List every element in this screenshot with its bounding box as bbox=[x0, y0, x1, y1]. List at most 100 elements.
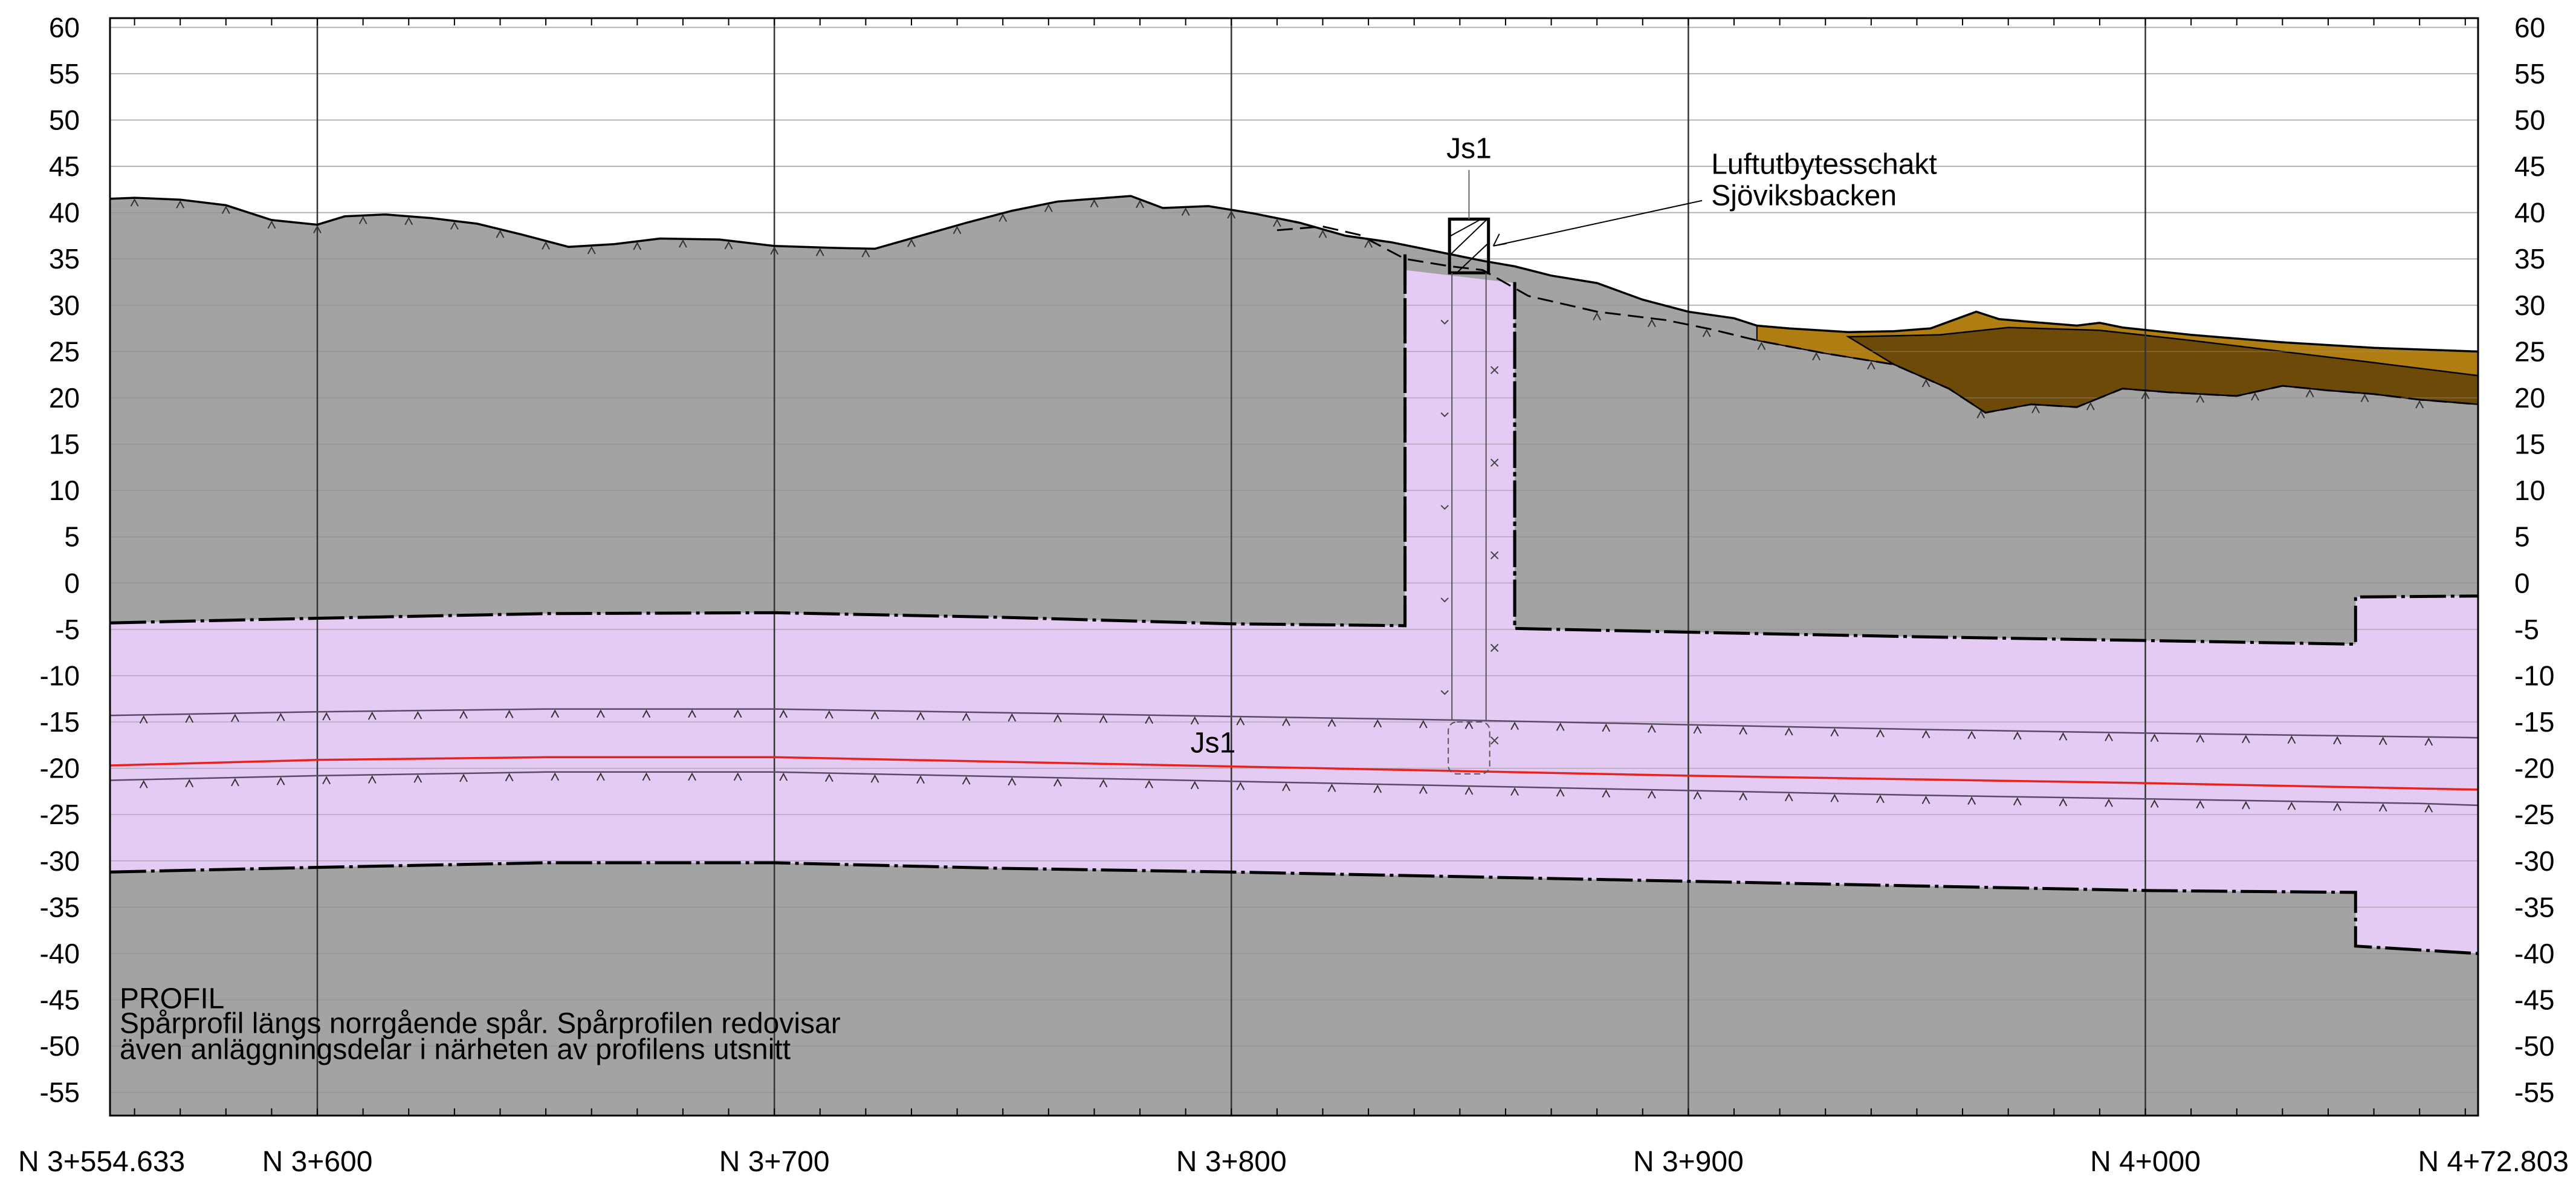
hatch-mark bbox=[1784, 793, 1793, 802]
hatch-mark bbox=[1099, 715, 1108, 723]
elevation-tick-label: 20 bbox=[2514, 382, 2545, 414]
elevation-tick-label: 5 bbox=[2514, 521, 2530, 553]
hatch-mark bbox=[1556, 788, 1565, 797]
axis-tick-marks bbox=[134, 18, 2466, 1116]
hatch-mark bbox=[953, 226, 962, 235]
hatch-mark bbox=[1273, 218, 1281, 227]
elevation-gridlines-overlay bbox=[110, 27, 2478, 1093]
hatch-mark bbox=[130, 198, 139, 207]
note-line2: även anläggningsdelar i närheten av prof… bbox=[120, 1034, 791, 1066]
elevation-tick-label: 40 bbox=[2514, 197, 2545, 229]
elevation-tick-label: 0 bbox=[2514, 567, 2530, 599]
hatch-mark bbox=[2241, 735, 2250, 744]
chainage-label: N 3+700 bbox=[719, 1146, 830, 1178]
hatch-mark bbox=[551, 772, 560, 781]
hatch-mark bbox=[1739, 726, 1748, 735]
hatch-mark bbox=[413, 774, 422, 783]
hatch-mark bbox=[2287, 735, 2296, 744]
hatch-mark bbox=[185, 779, 194, 788]
hatch-mark bbox=[459, 773, 468, 782]
track-centerline bbox=[109, 756, 2479, 791]
hatch-mark bbox=[1327, 718, 1336, 727]
hatch-mark bbox=[1227, 210, 1236, 219]
hatch-mark bbox=[1464, 786, 1474, 795]
hatch-mark bbox=[313, 225, 322, 234]
elevation-labels-left: 605550454035302520151050-5-10-15-20-25-3… bbox=[40, 11, 80, 1108]
hatch-mark bbox=[2424, 737, 2433, 746]
hatch-mark bbox=[679, 239, 687, 248]
hatch-mark bbox=[276, 712, 285, 721]
chainage-label: N 3+600 bbox=[262, 1146, 373, 1178]
elevation-tick-label: -50 bbox=[40, 1030, 80, 1062]
hatch-mark bbox=[1876, 795, 1885, 804]
elevation-tick-label: 45 bbox=[49, 151, 80, 182]
hatch-mark bbox=[1008, 777, 1017, 786]
hatch-mark bbox=[1440, 690, 1449, 695]
hatch-mark bbox=[2141, 391, 2150, 400]
hatch-mark bbox=[770, 246, 779, 255]
hatch-mark bbox=[358, 216, 367, 224]
hatch-mark bbox=[596, 709, 605, 718]
hatch-mark bbox=[231, 713, 239, 723]
hatch-mark bbox=[1693, 791, 1702, 800]
elevation-tick-label: 50 bbox=[2514, 104, 2545, 135]
chainage-label-start: N 3+554.633 bbox=[18, 1146, 185, 1178]
elevation-tick-label: -20 bbox=[2514, 753, 2554, 784]
hatch-mark bbox=[733, 709, 742, 718]
tunnel-body bbox=[109, 270, 2478, 954]
chainage-label: N 3+800 bbox=[1176, 1146, 1287, 1178]
tunnel-floor-line bbox=[109, 861, 2479, 955]
hatch-mark bbox=[2241, 801, 2250, 810]
hatch-mark bbox=[1648, 319, 1656, 328]
hatch-mark bbox=[2287, 801, 2296, 810]
chainage-gridlines bbox=[316, 18, 2146, 1116]
hatch-mark bbox=[1648, 790, 1656, 799]
elevation-tick-label: -45 bbox=[40, 984, 80, 1016]
elevation-tick-label: -30 bbox=[2514, 845, 2554, 877]
hatch-mark bbox=[916, 775, 925, 784]
hatch-mark bbox=[733, 772, 742, 781]
hatch-mark bbox=[2105, 798, 2113, 807]
hatch-mark bbox=[1318, 229, 1327, 238]
hatch-mark bbox=[2013, 797, 2022, 806]
elevation-tick-label: -40 bbox=[40, 938, 80, 969]
hatch-mark bbox=[1510, 721, 1519, 730]
elevation-tick-label: -5 bbox=[2514, 614, 2539, 645]
hatch-mark bbox=[870, 774, 879, 783]
hatch-mark bbox=[1702, 328, 1711, 337]
hatch-mark bbox=[1693, 725, 1702, 734]
hatch-mark bbox=[1876, 729, 1885, 738]
hatch-mark bbox=[496, 229, 505, 238]
hatch-mark bbox=[2424, 804, 2433, 813]
hatch-mark bbox=[1812, 352, 1820, 361]
hatch-mark bbox=[1419, 785, 1428, 794]
hatch-mark bbox=[1976, 410, 1985, 418]
elevation-tick-label: 50 bbox=[49, 104, 80, 135]
hatch-mark bbox=[642, 709, 651, 718]
hatch-marks bbox=[130, 198, 2433, 813]
chainage-labels: N 3+554.633 N 3+600 N 3+700 N 3+800 N 3+900 N… bbox=[18, 1146, 2569, 1178]
hatch-mark bbox=[1440, 505, 1449, 510]
hatch-mark bbox=[221, 206, 230, 214]
hatch-mark bbox=[1967, 730, 1976, 739]
ventilation-shaft bbox=[1403, 170, 1516, 775]
hatch-mark bbox=[1090, 199, 1099, 208]
elevation-tick-label: 15 bbox=[49, 429, 80, 460]
hatch-mark bbox=[688, 709, 696, 718]
hatch-mark bbox=[139, 715, 148, 724]
hatch-mark bbox=[1866, 361, 1875, 370]
elevation-tick-label: 40 bbox=[49, 197, 80, 229]
facility-name-line1: Luftutbytesschakt bbox=[1711, 148, 1937, 180]
elevation-tick-label: 60 bbox=[49, 11, 80, 43]
hatch-mark bbox=[459, 710, 468, 719]
shaft-walls bbox=[1451, 273, 1487, 720]
hatch-mark bbox=[1145, 780, 1154, 788]
elevation-labels-right: 605550454035302520151050-5-10-15-20-25-3… bbox=[2514, 11, 2554, 1108]
hatch-mark bbox=[1282, 718, 1290, 726]
hatch-mark bbox=[1181, 207, 1190, 216]
hatch-mark bbox=[916, 712, 925, 721]
hatch-mark bbox=[2196, 394, 2205, 403]
hatch-mark bbox=[2333, 736, 2341, 745]
hatch-mark bbox=[2305, 389, 2314, 398]
hatch-mark bbox=[1190, 716, 1199, 725]
